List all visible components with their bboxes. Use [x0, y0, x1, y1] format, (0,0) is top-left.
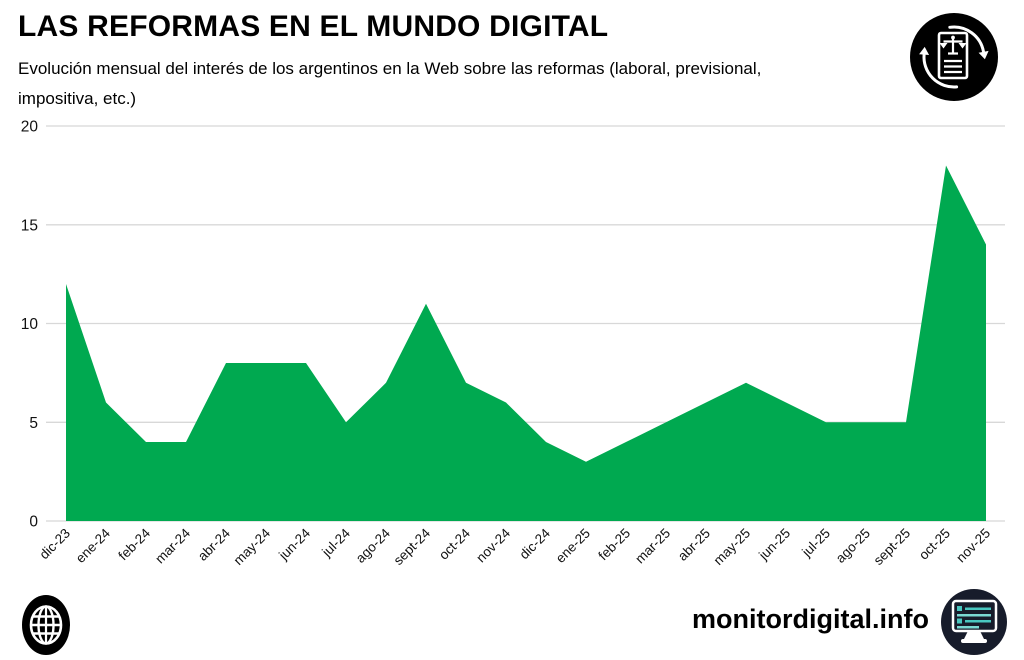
monitor-stand [964, 631, 984, 639]
x-tick-label: sept-24 [391, 525, 434, 568]
globe-icon [22, 595, 70, 655]
x-tick-label: ago-25 [833, 526, 873, 566]
x-tick-label: jun-25 [755, 526, 793, 564]
x-tick-label: jun-24 [275, 525, 313, 563]
screen-item-line-4 [957, 626, 979, 629]
monitor-icon [941, 589, 1007, 655]
y-tick-label: 0 [29, 514, 38, 531]
refresh-arrow-right [948, 25, 985, 54]
scales-pan-left [939, 43, 948, 49]
x-tick-label: ene-25 [553, 526, 593, 566]
x-tick-label: dic-24 [517, 525, 554, 562]
y-tick-label: 20 [21, 119, 39, 136]
x-tick-label: feb-24 [115, 525, 153, 563]
screen-item-square-2 [957, 618, 962, 624]
x-tick-label: oct-24 [436, 525, 473, 562]
scales-pan-right [958, 43, 967, 49]
y-tick-label: 5 [29, 415, 38, 432]
x-tick-label: mar-24 [152, 525, 193, 566]
x-tick-label: ago-24 [353, 525, 394, 566]
screen-item-line-3 [965, 620, 991, 623]
screen-item-line-1 [965, 607, 991, 610]
x-tick-label: jul-24 [318, 525, 353, 560]
page-subtitle: Evolución mensual del interés de los arg… [18, 54, 761, 114]
reform-document-refresh-icon [910, 13, 998, 101]
site-name: monitordigital.info [692, 604, 929, 634]
x-tick-label: nov-25 [953, 526, 993, 566]
page-subtitle-line-2: impositiva, etc.) [18, 89, 137, 108]
page-title: LAS REFORMAS EN EL MUNDO DIGITAL [18, 10, 609, 43]
x-tick-label: sept-25 [871, 526, 913, 568]
x-tick-label: mar-25 [632, 526, 673, 567]
area-series [66, 165, 986, 521]
x-tick-label: abr-25 [675, 526, 713, 564]
refresh-arrowhead-right [978, 50, 989, 60]
x-tick-label: may-25 [711, 526, 753, 568]
y-tick-label: 10 [21, 316, 39, 333]
refresh-arrowhead-left [919, 46, 930, 55]
screen-item-line-2 [957, 614, 991, 617]
x-tick-label: oct-25 [916, 526, 953, 563]
page-subtitle-line-1: Evolución mensual del interés de los arg… [18, 59, 762, 78]
scales-top-dot [951, 35, 955, 40]
x-tick-label: may-24 [231, 525, 274, 568]
y-tick-label: 15 [21, 217, 38, 234]
x-tick-label: jul-25 [798, 526, 833, 561]
refresh-arrow-left [922, 52, 959, 89]
x-tick-label: feb-25 [595, 526, 633, 564]
x-tick-label: nov-24 [473, 525, 513, 565]
monitor-base [961, 639, 987, 643]
x-tick-label: abr-24 [195, 525, 234, 564]
screen-item-square-1 [957, 606, 962, 611]
x-tick-label: ene-24 [73, 525, 114, 566]
x-tick-label: dic-23 [37, 526, 74, 563]
